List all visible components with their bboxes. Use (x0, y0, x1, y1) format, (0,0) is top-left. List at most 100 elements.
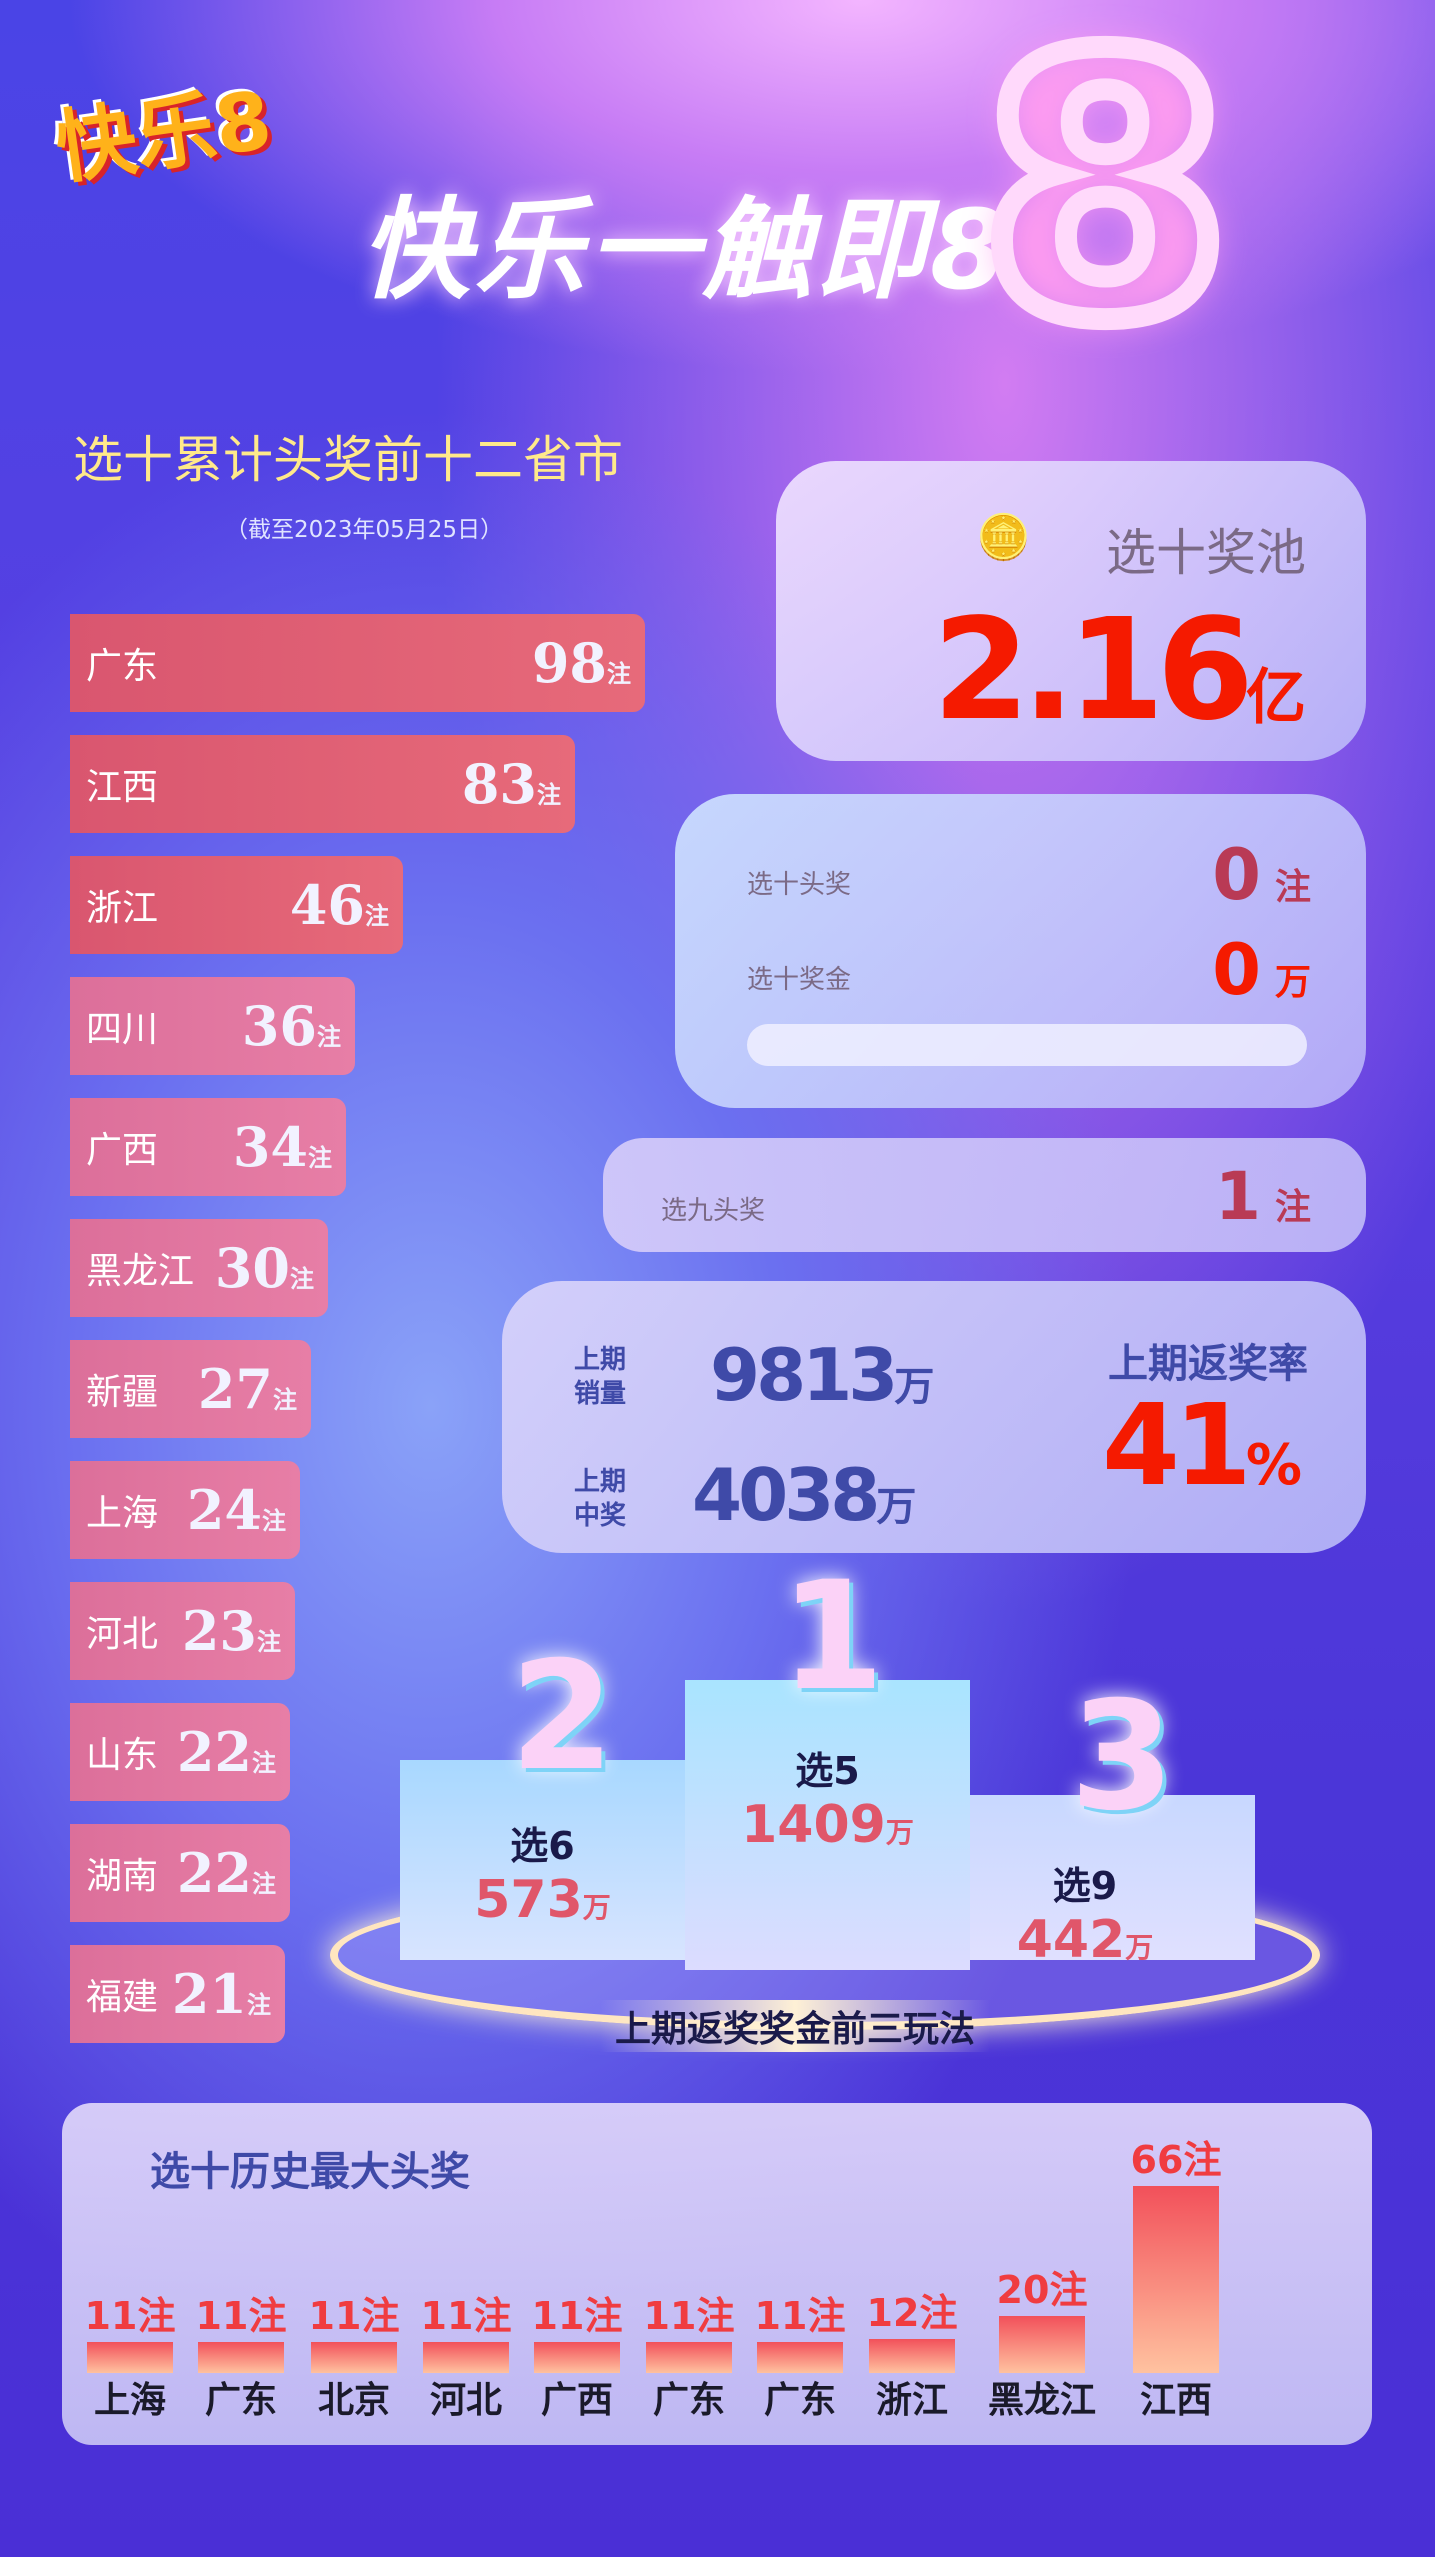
history-value: 11 (308, 2293, 362, 2338)
history-value-label: 11注 (186, 2285, 296, 2340)
province-value: 98 (531, 631, 607, 695)
history-value: 11 (531, 2293, 585, 2338)
province-value: 30 (214, 1236, 290, 1300)
pool-unit: 亿 (1246, 663, 1306, 733)
podium-block-2 (400, 1760, 685, 1960)
province-value: 22 (176, 1841, 252, 1905)
rank-1: 1 (780, 1550, 885, 1724)
history-value: 11 (420, 2293, 474, 2338)
history-bar (757, 2341, 843, 2373)
province-bar: 福建 21注 (70, 1945, 285, 2043)
province-name: 山东 (86, 1735, 159, 1776)
history-city: 北京 (317, 2380, 390, 2421)
province-unit: 注 (308, 1144, 332, 1172)
rate-value: 41 (1102, 1381, 1252, 1511)
province-unit: 注 (262, 1507, 286, 1535)
history-bar (646, 2341, 732, 2373)
province-bar: 广西 34注 (70, 1098, 346, 1196)
rate-unit: % (1245, 1433, 1302, 1498)
province-name: 四川 (86, 1009, 159, 1050)
history-value-label: 11注 (745, 2285, 855, 2340)
history-bar (534, 2341, 620, 2373)
provinces-subtitle: （截至2023年05月25日） (225, 517, 504, 543)
rate-label: 上期返奖率 (1108, 1341, 1308, 1387)
history-unit: 注 (473, 2293, 512, 2338)
progress-bar (747, 1024, 1307, 1066)
slogan: 快乐一触即8 (360, 186, 1011, 314)
game-value-2: 573 (474, 1870, 583, 1930)
history-city: 黑龙江 (987, 2380, 1096, 2421)
history-city: 上海 (93, 2380, 166, 2421)
history-bar (1133, 2186, 1219, 2373)
podium-caption: 上期返奖奖金前三玩法 (600, 2000, 990, 2052)
win-unit: 万 (876, 1484, 917, 1530)
rank-3: 3 (1070, 1670, 1175, 1844)
game-unit: 万 (1125, 1931, 1154, 1964)
top10-prize-unit: 万 (1274, 962, 1311, 1003)
history-value: 20 (996, 2268, 1050, 2313)
province-name: 黑龙江 (86, 1251, 195, 1292)
province-value: 24 (186, 1478, 262, 1542)
province-unit: 注 (252, 1749, 276, 1777)
game-name-1: 选5 (795, 1749, 860, 1793)
history-bar (198, 2341, 284, 2373)
history-value: 12 (866, 2291, 920, 2336)
history-value: 11 (84, 2293, 138, 2338)
sales-label-2: 销量 (574, 1379, 627, 1409)
province-name: 广西 (86, 1130, 159, 1171)
province-bar: 河北 23注 (70, 1582, 295, 1680)
history-value: 11 (643, 2293, 697, 2338)
big-eight-graphic: 8 (969, 0, 1241, 399)
history-value-label: 11注 (522, 2285, 632, 2340)
coin-stack-icon: 🪙 (976, 512, 1031, 563)
history-unit: 注 (361, 2293, 400, 2338)
province-bar: 湖南 22注 (70, 1824, 290, 1922)
game-unit: 万 (885, 1816, 914, 1849)
history-value-label: 11注 (75, 2285, 185, 2340)
province-value: 34 (232, 1115, 308, 1179)
province-name: 江西 (86, 767, 159, 808)
province-unit: 注 (365, 902, 389, 930)
history-unit: 注 (1183, 2138, 1222, 2183)
history-city: 广东 (652, 2380, 725, 2421)
province-name: 河北 (86, 1614, 159, 1655)
province-value: 27 (197, 1357, 273, 1421)
history-title: 选十历史最大头奖 (150, 2149, 470, 2195)
podium-block-3 (970, 1795, 1255, 1960)
history-value: 11 (754, 2293, 808, 2338)
history-city: 广西 (540, 2380, 613, 2421)
province-unit: 注 (257, 1628, 281, 1656)
top9-value: 1 (1215, 1158, 1261, 1235)
history-value: 11 (195, 2293, 249, 2338)
history-city: 河北 (429, 2380, 502, 2421)
history-value: 66 (1130, 2138, 1184, 2183)
rank-2: 2 (510, 1630, 615, 1804)
province-value: 83 (461, 752, 537, 816)
history-bar (423, 2341, 509, 2373)
province-name: 新疆 (86, 1372, 159, 1413)
top10-jackpot-value: 0 (1212, 834, 1261, 916)
history-unit: 注 (696, 2293, 735, 2338)
history-unit: 注 (919, 2291, 958, 2336)
sales-label: 上期 (574, 1345, 627, 1375)
history-bar (87, 2341, 173, 2373)
history-value-label: 66注 (1121, 2129, 1231, 2184)
province-bar: 黑龙江 30注 (70, 1219, 328, 1317)
history-value-label: 12注 (857, 2282, 967, 2337)
province-unit: 注 (290, 1265, 314, 1293)
province-bar: 浙江 46注 (70, 856, 403, 954)
province-name: 浙江 (86, 888, 159, 929)
history-bar (999, 2316, 1085, 2373)
podium-block-1 (685, 1680, 970, 1970)
game-unit: 万 (582, 1891, 611, 1924)
province-bar: 上海 24注 (70, 1461, 300, 1559)
history-unit: 注 (584, 2293, 623, 2338)
province-value: 36 (241, 994, 317, 1058)
pool-label: 选十奖池 (1106, 524, 1306, 582)
sales-unit: 万 (894, 1364, 935, 1410)
province-value: 21 (171, 1962, 247, 2026)
top10-jackpot-label: 选十头奖 (747, 870, 852, 900)
sales-value: 9813 (710, 1333, 898, 1417)
game-value-3: 442 (1016, 1910, 1126, 1970)
